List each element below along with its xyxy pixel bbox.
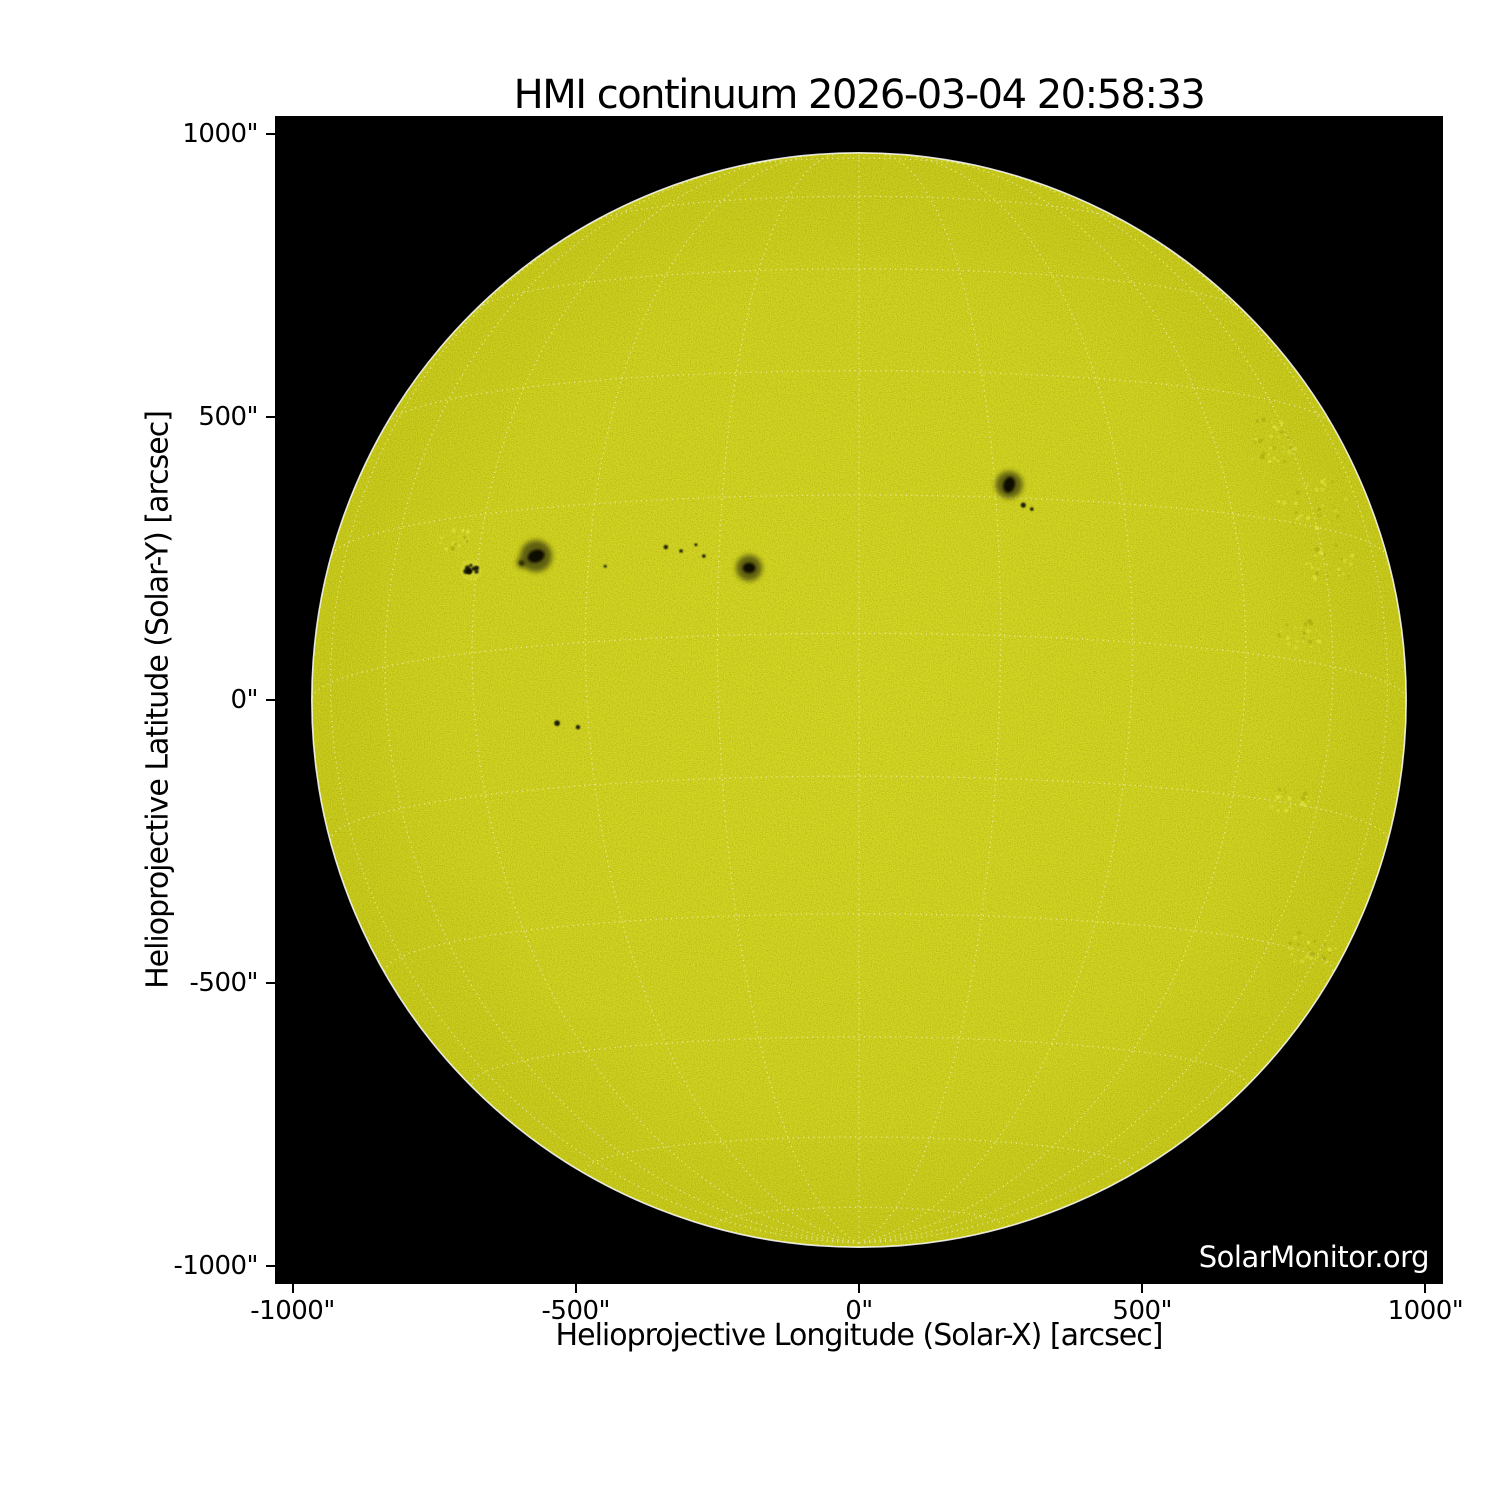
sunspot-speck [474, 569, 479, 574]
x-tick-label: -500" [541, 1296, 611, 1326]
y-tick-mark [266, 132, 275, 135]
pore [575, 725, 581, 730]
sunspot-speck [471, 566, 476, 571]
disk-detail-layer [312, 153, 1406, 1247]
sunspot-umbra [1003, 477, 1015, 493]
heliographic-graticule [312, 153, 1406, 1244]
faculae-regions [439, 417, 1355, 966]
pore [694, 543, 698, 547]
sunspot-speck [466, 568, 472, 575]
pore [1030, 507, 1034, 511]
y-tick-label: -500" [189, 968, 259, 999]
solar-limb [311, 152, 1407, 1248]
pore [603, 564, 607, 568]
x-tick-label: 1000" [1387, 1296, 1464, 1326]
granulation-light [312, 153, 1406, 1247]
x-tick-label: -1000" [250, 1296, 335, 1326]
x-tick-label: 500" [1112, 1296, 1173, 1326]
sunspot-umbra [742, 562, 756, 574]
y-tick-label: 0" [230, 685, 258, 715]
pore [702, 554, 706, 558]
y-tick-mark [266, 699, 275, 701]
y-tick-mark [266, 415, 275, 418]
x-axis-label: Helioprojective Longitude (Solar-X) [arc… [555, 1318, 1164, 1353]
y-axis-label: Helioprojective Latitude (Solar-Y) [arcs… [140, 411, 176, 989]
pore [1020, 502, 1026, 508]
sunspot-speck [469, 563, 473, 567]
y-tick-label: -1000" [173, 1251, 258, 1282]
sunspot-umbra [527, 549, 545, 563]
solar-disk-image [275, 116, 1443, 1284]
pore [663, 544, 668, 550]
y-tick-mark [266, 1265, 275, 1268]
y-tick-mark [266, 982, 275, 985]
x-tick-mark [1424, 1284, 1427, 1293]
plot-area: SolarMonitor.org [275, 116, 1443, 1284]
pore [679, 549, 683, 553]
x-tick-label: 0" [845, 1296, 873, 1326]
y-tick-label: 1000" [182, 118, 258, 149]
pore [554, 720, 560, 727]
sunspots [460, 471, 1034, 730]
x-tick-mark [858, 1284, 860, 1293]
sunspot-speck [474, 565, 480, 571]
watermark: SolarMonitor.org [1198, 1240, 1430, 1274]
y-tick-label: 500" [198, 401, 258, 432]
plot-title: HMI continuum 2026-03-04 20:58:33 [513, 72, 1206, 118]
x-tick-mark [291, 1284, 294, 1293]
x-tick-mark [574, 1284, 577, 1293]
x-tick-mark [1141, 1284, 1144, 1293]
